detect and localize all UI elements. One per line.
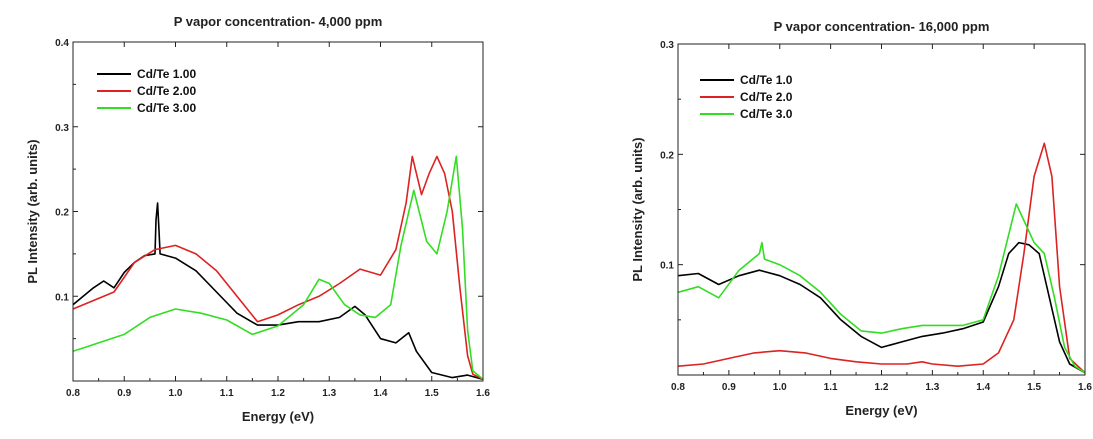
x-axis-label: Energy (eV) (845, 403, 917, 418)
x-tick-label: 1.2 (875, 382, 889, 393)
series-line-1 (73, 202, 483, 381)
legend: Cd/Te 1.0 Cd/Te 2.0 Cd/Te 3.0 (700, 73, 793, 121)
chart-panel-right: P vapor concentration- 16,000 ppm 0.8 0.9 1… (600, 0, 1093, 434)
legend-label: Cd/Te 1.0 (740, 73, 793, 87)
y-tick-label: 0.3 (55, 123, 69, 134)
legend-label: Cd/Te 3.0 (740, 107, 793, 121)
legend-label: Cd/Te 2.00 (137, 84, 196, 98)
x-tick-label: 1.4 (374, 388, 388, 399)
x-tick-label: 1.1 (220, 388, 234, 399)
y-tick-label: 0.4 (55, 38, 69, 49)
x-tick-label: 1.6 (1078, 382, 1092, 393)
x-tick-label: 0.8 (66, 388, 80, 399)
y-tick-label: 0.1 (660, 261, 674, 272)
x-tick-label: 0.9 (722, 382, 736, 393)
x-tick-label: 1.6 (476, 388, 490, 399)
series-line-2 (73, 155, 483, 381)
legend-label: Cd/Te 2.0 (740, 90, 793, 104)
x-tick-label: 1.2 (271, 388, 285, 399)
y-tick-label: 0.2 (660, 150, 674, 161)
series-line-2 (678, 142, 1085, 374)
chart-panel-left: P vapor concentration- 4,000 ppm 0.8 0.9 1.… (0, 0, 546, 434)
pl-chart-16000ppm: P vapor concentration- 16,000 ppm 0.8 0.9 1… (630, 19, 1092, 418)
x-tick-label: 1.4 (976, 382, 990, 393)
x-tick-label: 1.3 (925, 382, 939, 393)
legend-label: Cd/Te 1.00 (137, 67, 196, 81)
x-tick-label: 0.9 (117, 388, 131, 399)
y-tick-label: 0.3 (660, 40, 674, 51)
x-tick-label: 1.0 (169, 388, 183, 399)
series-group (678, 142, 1085, 374)
x-tick-label: 1.5 (1027, 382, 1041, 393)
series-group (73, 155, 483, 381)
series-line-3 (678, 203, 1085, 374)
chart-title: P vapor concentration- 4,000 ppm (174, 14, 383, 29)
x-axis-label: Energy (eV) (242, 409, 314, 424)
series-line-1 (678, 241, 1085, 374)
x-tick-label: 1.3 (322, 388, 336, 399)
y-tick-label: 0.2 (55, 208, 69, 219)
x-tick-label: 1.1 (824, 382, 838, 393)
x-tick-label: 1.0 (773, 382, 787, 393)
pl-chart-4000ppm: P vapor concentration- 4,000 ppm 0.8 0.9 1.… (25, 14, 490, 424)
plot-frame (72, 41, 484, 382)
x-tick-label: 0.8 (671, 382, 685, 393)
y-axis-label: PL Intensity (arb. units) (630, 137, 645, 281)
series-line-3 (73, 155, 483, 380)
x-tick-label: 1.5 (425, 388, 439, 399)
y-axis-label: PL Intensity (arb. units) (25, 139, 40, 283)
legend: Cd/Te 1.00 Cd/Te 2.00 Cd/Te 3.00 (97, 67, 196, 115)
y-tick-label: 0.1 (55, 292, 69, 303)
chart-title: P vapor concentration- 16,000 ppm (774, 19, 990, 34)
legend-label: Cd/Te 3.00 (137, 101, 196, 115)
